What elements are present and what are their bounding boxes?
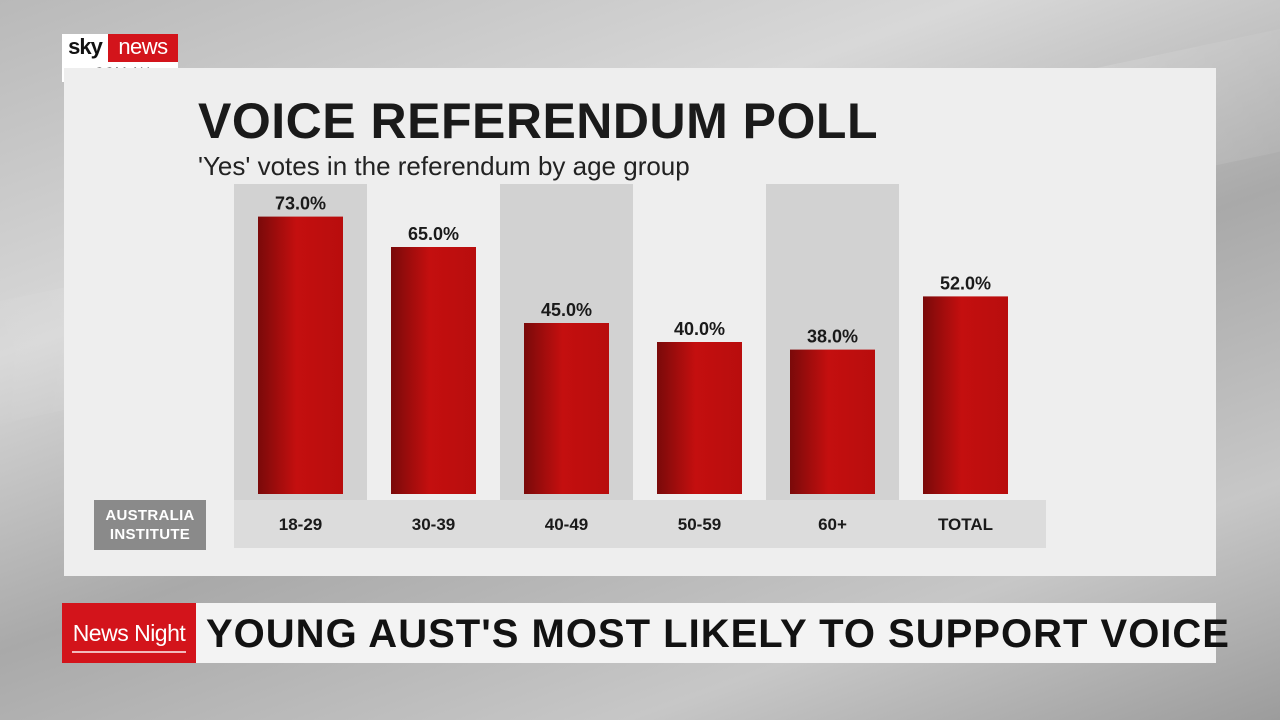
headline-text: YOUNG AUST'S MOST LIKELY TO SUPPORT VOIC…	[206, 612, 1230, 656]
chart-subtitle: 'Yes' votes in the referendum by age gro…	[198, 151, 690, 181]
bar	[391, 247, 476, 494]
x-tick-label: 40-49	[545, 515, 588, 534]
show-name-badge: News Night	[62, 603, 196, 663]
data-label: 45.0%	[541, 300, 592, 320]
chart-card: VOICE REFERENDUM POLL 'Yes' votes in the…	[64, 68, 1216, 576]
logo-sky-text: sky	[62, 34, 108, 62]
data-label: 52.0%	[940, 273, 991, 293]
data-label: 65.0%	[408, 224, 459, 244]
bar	[258, 216, 343, 494]
x-tick-label: 18-29	[279, 515, 322, 534]
data-label: 40.0%	[674, 319, 725, 339]
x-tick-label: 50-59	[678, 515, 721, 534]
bar	[790, 349, 875, 494]
x-tick-label: 60+	[818, 515, 847, 534]
data-label: 38.0%	[807, 327, 858, 347]
source-badge: AUSTRALIA INSTITUTE	[94, 500, 206, 550]
chart-title: VOICE REFERENDUM POLL	[198, 93, 878, 149]
logo-news-text: news	[108, 34, 178, 62]
x-tick-label: TOTAL	[938, 515, 993, 534]
x-axis-band	[234, 500, 1046, 548]
data-label: 73.0%	[275, 194, 326, 214]
bar	[524, 323, 609, 494]
bar	[657, 342, 742, 494]
bar	[923, 296, 1008, 494]
bar-chart: 73.0% 18-29 65.0% 30-39 45.0% 40-49 40.0% 50-59…	[234, 184, 1046, 548]
lower-third-banner: News Night YOUNG AUST'S MOST LIKELY TO S…	[62, 603, 1229, 663]
x-tick-label: 30-39	[412, 515, 455, 534]
